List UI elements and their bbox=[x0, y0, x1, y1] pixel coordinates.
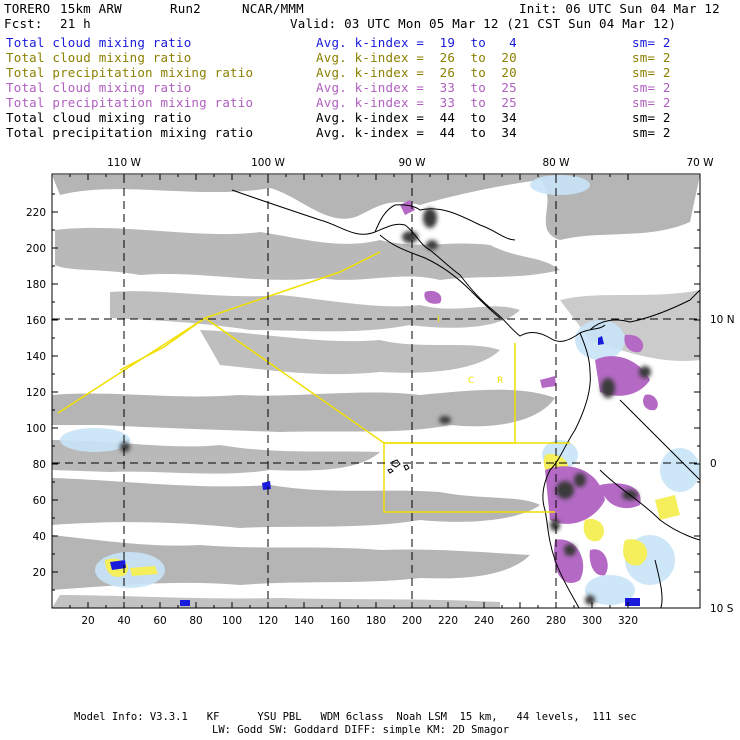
legend-smoothing: sm= 2 bbox=[632, 80, 671, 95]
legend-k-index: Avg. k-index = 33 to 25 bbox=[316, 95, 517, 110]
x-tick-label: 40 bbox=[117, 615, 130, 627]
legend-smoothing: sm= 2 bbox=[632, 95, 671, 110]
x-tick-label: 140 bbox=[294, 615, 314, 627]
forecast-label: Fcst: bbox=[4, 16, 43, 31]
x-tick-label: 120 bbox=[258, 615, 278, 627]
legend-field: Total cloud mixing ratio bbox=[6, 80, 192, 95]
axis-ticks bbox=[52, 174, 700, 608]
model-name: TORERO bbox=[4, 1, 51, 16]
legend-field: Total cloud mixing ratio bbox=[6, 50, 192, 65]
legend-k-index: Avg. k-index = 44 to 34 bbox=[316, 110, 517, 125]
x-tick-label: 300 bbox=[582, 615, 602, 627]
legend-k-index: Avg. k-index = 19 to 4 bbox=[316, 35, 517, 50]
x-tick-label: 20 bbox=[81, 615, 94, 627]
legend-field: Total precipitation mixing ratio bbox=[6, 65, 254, 80]
valid-time: Valid: 03 UTC Mon 05 Mar 12 (21 CST Sun … bbox=[290, 16, 677, 31]
x-tick-label: 60 bbox=[153, 615, 166, 627]
longitude-label: 90 W bbox=[398, 157, 426, 169]
y-tick-label: 120 bbox=[26, 387, 46, 399]
legend-field: Total cloud mixing ratio bbox=[6, 35, 192, 50]
forecast-hours: 21 h bbox=[60, 16, 91, 31]
model-physics: LW: Godd SW: Goddard DIFF: simple KM: 2D… bbox=[212, 724, 510, 736]
init-time: Init: 06 UTC Sun 04 Mar 12 bbox=[519, 1, 720, 16]
latitude-label: 0 bbox=[710, 458, 717, 470]
y-tick-label: 60 bbox=[33, 495, 46, 507]
legend-k-index: Avg. k-index = 44 to 34 bbox=[316, 125, 517, 140]
org-label: NCAR/MMM bbox=[242, 1, 304, 16]
legend-field: Total cloud mixing ratio bbox=[6, 110, 192, 125]
cloud-field: I C R bbox=[52, 175, 700, 608]
x-tick-label: 240 bbox=[474, 615, 494, 627]
x-tick-label: 280 bbox=[546, 615, 566, 627]
region-label: C bbox=[468, 376, 474, 386]
longitude-label: 110 W bbox=[107, 157, 141, 169]
latitude-label: 10 S bbox=[710, 603, 734, 615]
legend-field: Total precipitation mixing ratio bbox=[6, 125, 254, 140]
x-tick-label: 200 bbox=[402, 615, 422, 627]
longitude-label: 70 W bbox=[686, 157, 714, 169]
legend-field: Total precipitation mixing ratio bbox=[6, 95, 254, 110]
longitude-label: 100 W bbox=[251, 157, 285, 169]
y-tick-label: 180 bbox=[26, 279, 46, 291]
model-info: Model Info: V3.3.1 KF YSU PBL WDM 6class… bbox=[74, 711, 637, 723]
y-tick-label: 20 bbox=[33, 567, 46, 579]
legend-k-index: Avg. k-index = 26 to 20 bbox=[316, 50, 517, 65]
run-label: Run2 bbox=[170, 1, 201, 16]
x-tick-label: 260 bbox=[510, 615, 530, 627]
longitude-label: 80 W bbox=[542, 157, 570, 169]
y-tick-label: 220 bbox=[26, 207, 46, 219]
x-tick-label: 100 bbox=[222, 615, 242, 627]
latitude-label: 10 N bbox=[710, 314, 735, 326]
x-tick-label: 220 bbox=[438, 615, 458, 627]
legend-smoothing: sm= 2 bbox=[632, 110, 671, 125]
y-tick-label: 80 bbox=[33, 459, 46, 471]
model-resolution: 15km ARW bbox=[60, 1, 122, 16]
y-tick-label: 160 bbox=[26, 315, 46, 327]
region-label: I bbox=[437, 315, 440, 325]
legend-smoothing: sm= 2 bbox=[632, 35, 671, 50]
legend-k-index: Avg. k-index = 33 to 25 bbox=[316, 80, 517, 95]
y-tick-label: 140 bbox=[26, 351, 46, 363]
x-tick-label: 320 bbox=[618, 615, 638, 627]
y-tick-label: 100 bbox=[26, 423, 46, 435]
legend-smoothing: sm= 2 bbox=[632, 65, 671, 80]
y-tick-label: 200 bbox=[26, 243, 46, 255]
x-tick-label: 80 bbox=[189, 615, 202, 627]
y-tick-label: 40 bbox=[33, 531, 46, 543]
legend-smoothing: sm= 2 bbox=[632, 125, 671, 140]
legend-smoothing: sm= 2 bbox=[632, 50, 671, 65]
x-tick-label: 180 bbox=[366, 615, 386, 627]
x-tick-label: 160 bbox=[330, 615, 350, 627]
region-label: R bbox=[497, 376, 503, 386]
legend-k-index: Avg. k-index = 26 to 20 bbox=[316, 65, 517, 80]
